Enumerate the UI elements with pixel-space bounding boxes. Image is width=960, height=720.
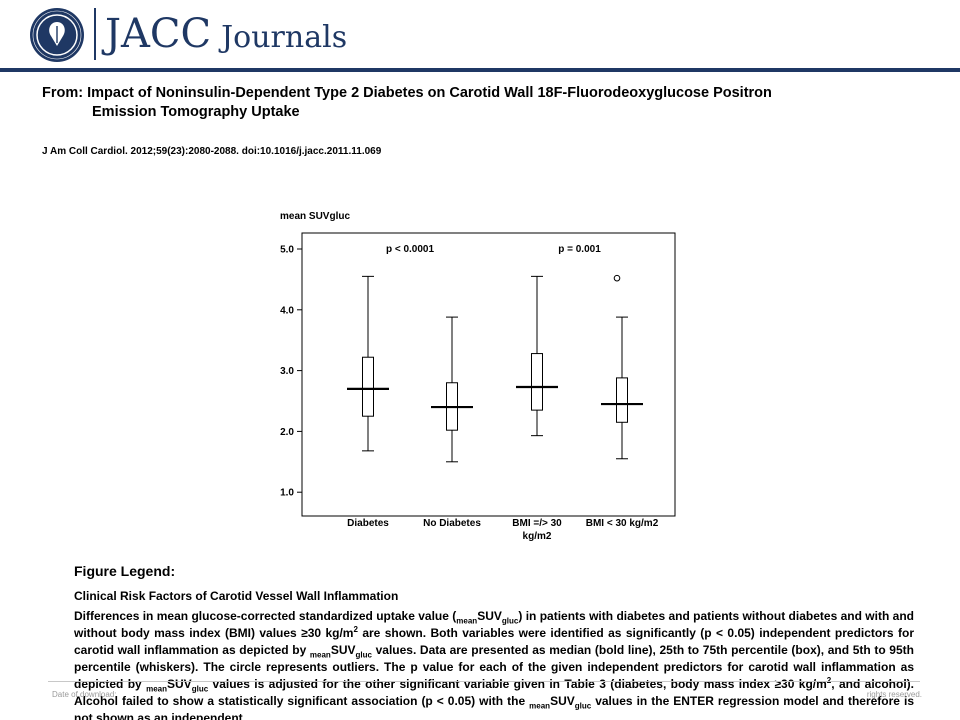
iqr-box (362, 356, 374, 417)
figure-legend-text: Differences in mean glucose-corrected st… (74, 609, 915, 720)
x-tick-label: Diabetes (347, 518, 389, 529)
box-group (516, 275, 558, 437)
footer-download-date: Date of download: (52, 690, 117, 699)
box-series (347, 274, 643, 463)
article-title-line-1: From: Impact of Noninsulin-Dependent Typ… (42, 85, 772, 101)
box-group (601, 274, 643, 460)
footer-copyright: rights reserved. (866, 690, 922, 699)
x-tick-label: BMI =/> 30 (512, 518, 562, 529)
boxplot-chart: mean SUVgluc 1.02.03.04.05.0 p < 0.0001 p… (280, 211, 676, 542)
iqr-box (616, 377, 628, 423)
y-tick-label: 1.0 (280, 488, 294, 499)
x-axis-labels: Diabetes No Diabetes BMI =/> 30 kg/m2 BM… (347, 518, 659, 542)
y-tick-label: 3.0 (280, 366, 294, 377)
y-tick-label: 4.0 (280, 305, 294, 316)
figure-legend-heading: Figure Legend: (74, 563, 176, 579)
article-title-line-2: Emission Tomography Uptake (92, 104, 300, 120)
y-tick-label: 2.0 (280, 427, 294, 438)
acc-seal-logo (30, 8, 84, 62)
citation: J Am Coll Cardiol. 2012;59(23):2080-2088… (42, 146, 382, 157)
article-title: From: Impact of Noninsulin-Dependent Typ… (42, 84, 922, 122)
box-group (347, 275, 389, 452)
p-value-label: p = 0.001 (558, 244, 601, 255)
journal-wordmark[interactable]: JACC Journals (105, 6, 347, 66)
journal-name: JACC (105, 11, 212, 57)
iqr-box (531, 353, 543, 411)
header: JACC Journals (0, 0, 960, 68)
x-tick-label: No Diabetes (423, 518, 481, 529)
x-tick-label: BMI < 30 kg/m2 (586, 518, 659, 529)
y-tick-label: 5.0 (280, 245, 294, 256)
journal-word: Journals (221, 20, 348, 55)
p-value-annotations: p < 0.0001 p = 0.001 (386, 244, 601, 255)
outlier-point (613, 274, 621, 282)
y-axis: 1.0 2.0 3.0 4.0 5.0 (280, 245, 302, 499)
y-axis-title: mean SUVgluc (280, 211, 350, 222)
logo-divider (94, 8, 96, 60)
figure-legend-title: Clinical Risk Factors of Carotid Vessel … (74, 589, 399, 603)
footer-rule (48, 681, 920, 682)
plot-frame (301, 232, 676, 517)
p-value-label: p < 0.0001 (386, 244, 435, 255)
box-group (431, 316, 473, 463)
header-rule (0, 68, 960, 72)
x-tick-label: kg/m2 (523, 531, 552, 542)
